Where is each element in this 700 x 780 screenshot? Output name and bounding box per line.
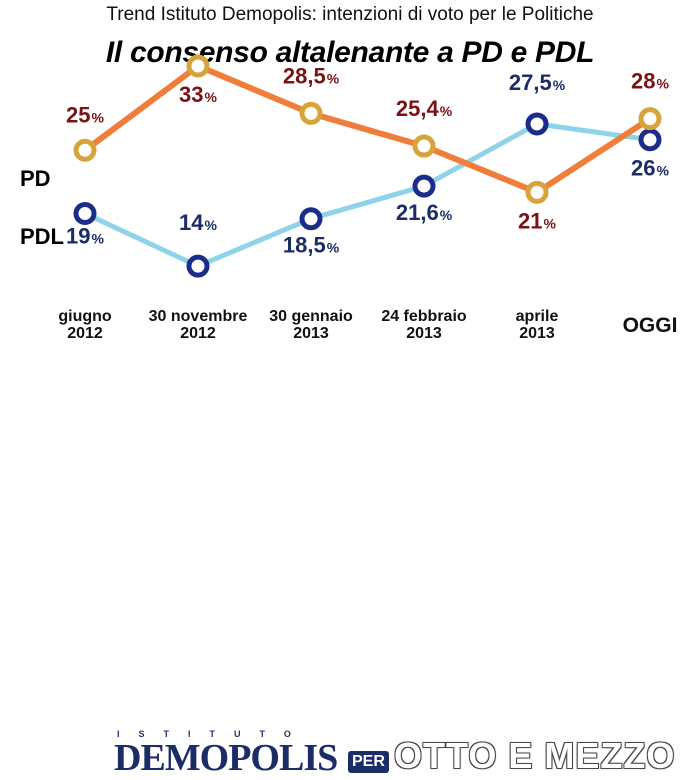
marker-pd-0 — [73, 138, 97, 162]
data-label-unit: % — [205, 217, 218, 233]
x-tick-line: 24 febbraio — [381, 308, 467, 325]
line-chart: 25% 33% 28,5% 25,4% 21% 28% 19% 14% 18,5% 21,6% 27… — [20, 54, 670, 278]
x-tick-line: 2012 — [67, 325, 103, 342]
series-line-pdl — [82, 121, 653, 269]
data-label-pdl-3: 21,6% — [396, 200, 453, 225]
marker-pd-2 — [299, 101, 323, 125]
x-tick-line: 30 novembre — [148, 308, 248, 325]
marker-pdl-5 — [638, 128, 662, 152]
x-tick-line: 2013 — [406, 325, 442, 342]
data-label-pd-5: 28% — [631, 69, 669, 94]
data-label-unit: % — [327, 240, 340, 256]
data-label-pd-2: 28,5% — [283, 63, 340, 88]
data-label-pdl-0: 19% — [66, 224, 104, 249]
x-tick-line: aprile — [515, 308, 559, 325]
x-tick-line: 2012 — [180, 325, 216, 342]
demopolis-logo: DEMOPOLIS — [114, 737, 338, 779]
x-tick-line: OGGI — [622, 314, 678, 337]
data-label-pd-1: 33% — [179, 82, 217, 107]
otto-e-mezzo-logo: OTTO E MEZZO — [394, 735, 676, 776]
marker-pdl-3 — [412, 174, 436, 198]
data-label-pdl-5: 26% — [631, 156, 669, 181]
data-label-pd-0: 25% — [66, 102, 104, 127]
data-label-unit: % — [544, 215, 557, 231]
x-tick-label-0: giugno 2012 — [25, 308, 145, 342]
data-label-unit: % — [553, 77, 566, 93]
data-label-pd-3: 25,4% — [396, 96, 453, 121]
data-label-pdl-4: 27,5% — [509, 70, 566, 95]
x-tick-line: giugno — [58, 308, 112, 325]
marker-pdl-1 — [186, 254, 210, 278]
x-tick-label-3: 24 febbraio 2013 — [364, 308, 484, 342]
marker-pd-5 — [638, 107, 662, 131]
footer-logos: ISTITUTO DEMOPOLIS PER OTTO E MEZZO — [0, 365, 700, 779]
data-label-unit: % — [440, 207, 453, 223]
x-tick-line: 2013 — [519, 325, 555, 342]
series-name-pdl: PDL — [20, 224, 64, 249]
marker-pdl-4 — [525, 112, 549, 136]
marker-pd-1 — [186, 54, 210, 78]
x-tick-label-1: 30 novembre 2012 — [138, 308, 258, 342]
marker-pdl-2 — [299, 207, 323, 231]
data-label-unit: % — [327, 70, 340, 86]
data-label-unit: % — [657, 76, 670, 92]
marker-pdl-0 — [73, 201, 97, 225]
data-label-unit: % — [657, 163, 670, 179]
marker-pd-3 — [412, 134, 436, 158]
chart-subtitle: Trend Istituto Demopolis: intenzioni di … — [106, 4, 594, 25]
series-line-pd — [82, 63, 653, 196]
x-tick-label-2: 30 gennaio 2013 — [251, 308, 371, 342]
data-label-unit: % — [92, 109, 105, 125]
data-label-pdl-2: 18,5% — [283, 233, 340, 258]
data-label-pd-4: 21% — [518, 208, 556, 233]
marker-pd-4 — [525, 180, 549, 204]
per-badge: PER — [348, 751, 389, 773]
x-tick-label-4: aprile 2013 — [477, 308, 597, 342]
x-tick-line: 2013 — [293, 325, 329, 342]
data-label-unit: % — [92, 231, 105, 247]
data-label-unit: % — [440, 103, 453, 119]
data-label-pdl-1: 14% — [179, 210, 217, 235]
x-tick-line: 30 gennaio — [269, 308, 353, 325]
series-name-pd: PD — [20, 166, 51, 191]
data-label-unit: % — [205, 89, 218, 105]
x-tick-label-5: OGGI — [590, 314, 700, 337]
